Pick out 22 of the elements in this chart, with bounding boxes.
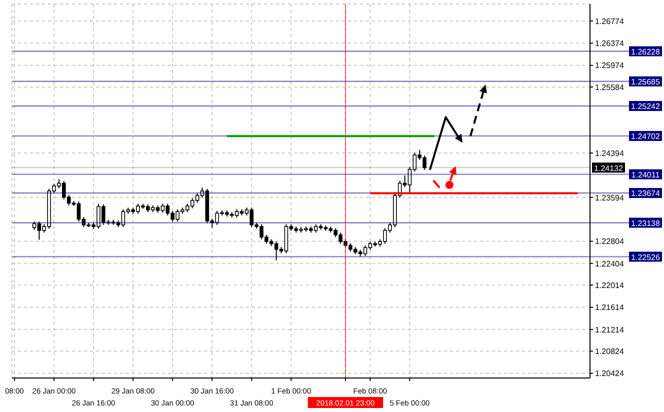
y-tick-label: 1.22404 [595, 259, 624, 268]
ref-line-label: 1.24702 [631, 132, 661, 142]
y-tick-label: 1.22804 [595, 237, 624, 246]
y-tick-label: 1.23594 [595, 193, 624, 202]
y-tick-label: 1.21214 [595, 325, 624, 334]
y-tick-label: 1.26374 [595, 39, 624, 48]
ref-line-label: 1.23138 [631, 218, 661, 228]
y-tick-label: 1.22014 [595, 280, 624, 290]
y-tick-label: 1.20424 [595, 369, 624, 378]
ref-line-label: 1.24011 [631, 170, 660, 180]
y-tick-label: 1.21614 [595, 303, 624, 312]
ref-line-label: 1.25242 [631, 102, 661, 112]
y-tick-label: 1.20824 [595, 346, 624, 356]
ref-line-label: 1.23674 [631, 189, 661, 198]
y-tick-label: 1.25974 [595, 61, 624, 70]
ref-line-label: 1.24132 [594, 164, 624, 173]
y-tick-label: 1.25584 [595, 82, 624, 92]
ref-line-label: 1.26228 [631, 47, 661, 56]
y-tick-label: 1.26774 [595, 16, 624, 26]
ref-line-label: 1.25685 [631, 78, 661, 87]
ref-line-label: 1.22526 [631, 252, 661, 262]
y-tick-label: 1.24394 [595, 148, 624, 158]
